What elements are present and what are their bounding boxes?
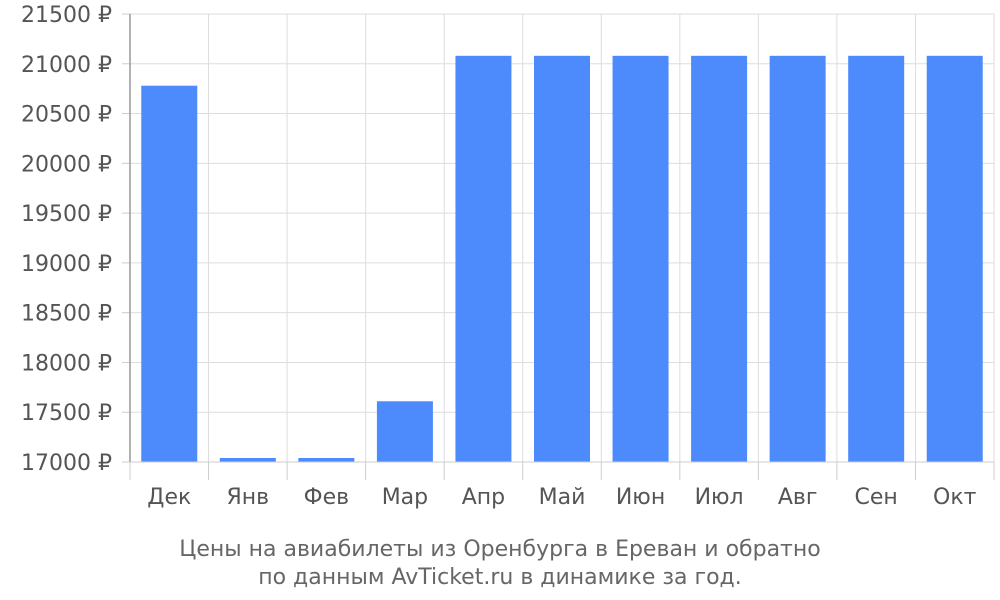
bar-5 (534, 55, 590, 463)
chart-caption-line-2: по данным AvTicket.ru в динамике за год. (258, 565, 742, 590)
y-tick-label: 20500 ₽ (21, 103, 112, 128)
y-tick-label: 19000 ₽ (21, 252, 112, 277)
x-tick-label: Июл (695, 485, 744, 510)
x-tick-label: Апр (462, 485, 505, 510)
x-tick-labels: Дек Янв Фев Мар Апр Май Июн Июл Авг Сен Окт (147, 485, 976, 510)
bar-8 (769, 55, 826, 463)
bar-2 (298, 458, 355, 462)
bar-3 (376, 401, 433, 462)
x-tick-label: Май (539, 485, 586, 510)
x-tick-label: Сен (855, 485, 898, 510)
x-tick-label: Мар (382, 485, 428, 510)
x-tick-label: Янв (226, 485, 269, 510)
bar-10 (926, 55, 983, 463)
x-tick-label: Авг (778, 485, 818, 510)
x-tick-label: Фев (304, 485, 349, 510)
bar-1 (219, 458, 276, 462)
bars (141, 55, 983, 463)
y-tick-labels: 17000 ₽ 17500 ₽ 18000 ₽ 18500 ₽ 19000 ₽ 19500… (21, 3, 112, 476)
bar-0 (141, 85, 198, 463)
y-tick-label: 17000 ₽ (21, 451, 112, 476)
chart-caption-line-1: Цены на авиабилеты из Оренбурга в Ереван… (179, 537, 820, 562)
x-tick-label: Окт (933, 485, 977, 510)
y-tick-label: 18000 ₽ (21, 351, 112, 376)
axes (122, 13, 995, 480)
y-tick-label: 19500 ₽ (21, 202, 112, 227)
bar-9 (848, 55, 905, 463)
y-tick-label: 20000 ₽ (21, 152, 112, 177)
x-tick-label: Июн (616, 485, 665, 510)
bar-4 (455, 55, 512, 463)
bar-6 (612, 55, 669, 463)
x-tick-label: Дек (147, 485, 191, 510)
y-tick-label: 21500 ₽ (21, 3, 112, 28)
y-tick-label: 18500 ₽ (21, 302, 112, 327)
bar-7 (691, 55, 748, 463)
y-tick-label: 17500 ₽ (21, 401, 112, 426)
y-tick-label: 21000 ₽ (21, 53, 112, 78)
